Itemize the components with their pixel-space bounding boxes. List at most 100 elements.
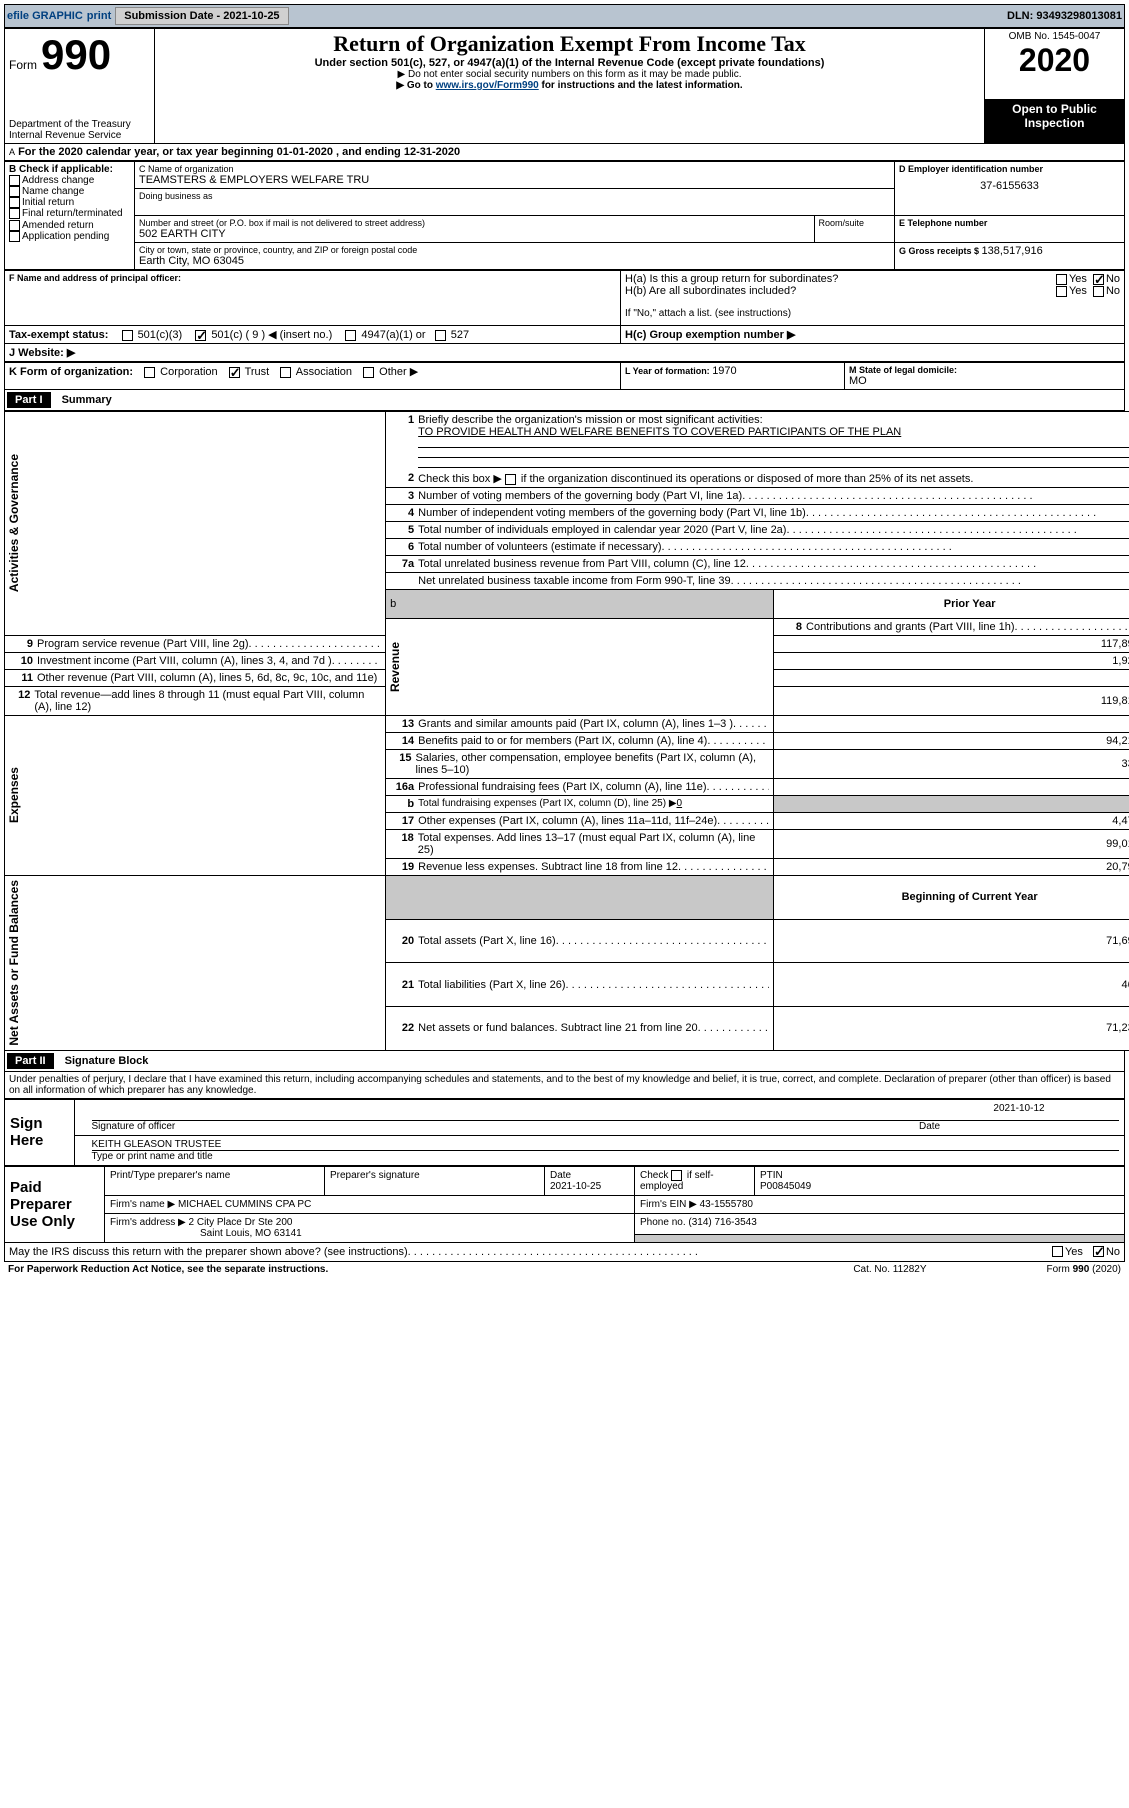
hb-no[interactable]: No [1093,285,1120,297]
topbar: efile GRAPHIC print Submission Date - 20… [4,4,1125,28]
exp13: Grants and similar amounts paid (Part IX… [418,718,733,730]
prep-sig-label: Preparer's signature [330,1170,539,1181]
website-label: J Website: ▶ [9,347,75,359]
year-formation-label: L Year of formation: [625,366,712,376]
col-begin: Beginning of Current Year [774,876,1129,920]
part1-title: Summary [54,394,112,406]
dln: DLN: 93493298013081 [1007,10,1122,22]
rev12p: 119,816,869 [774,687,1129,716]
paperwork-notice: For Paperwork Reduction Act Notice, see … [8,1264,328,1275]
check-trust[interactable]: Trust [229,366,270,378]
rev9p: 117,896,185 [774,636,1129,653]
net21: Total liabilities (Part X, line 26) [418,979,565,991]
discuss-no[interactable]: No [1093,1246,1120,1258]
prep-date: 2021-10-25 [550,1181,629,1192]
side-netassets: Net Assets or Fund Balances [5,876,23,1050]
ein-value: 37-6155633 [899,174,1120,198]
year-formation-value: 1970 [712,365,736,377]
identity-grid: B Check if applicable: Address change Na… [4,161,1125,270]
line7a: Total unrelated business revenue from Pa… [418,558,746,570]
efile-link[interactable]: efile GRAPHIC [7,10,83,22]
officer-name: KEITH GLEASON TRUSTEE [92,1139,1120,1151]
org-name: TEAMSTERS & EMPLOYERS WELFARE TRU [139,174,890,186]
city-label: City or town, state or province, country… [139,245,890,255]
col-b: b [386,590,774,619]
check-address-change[interactable]: Address change [9,175,130,186]
dept-treasury: Department of the Treasury Internal Reve… [9,119,150,141]
form-org-label: K Form of organization: [9,366,133,378]
discuss-text: May the IRS discuss this return with the… [9,1246,408,1258]
form-title: Return of Organization Exempt From Incom… [159,31,980,57]
rev12: Total revenue—add lines 8 through 11 (mu… [34,689,381,713]
check-527[interactable]: 527 [435,329,469,341]
check-other[interactable]: Other ▶ [363,366,418,378]
submission-date-button[interactable]: Submission Date - 2021-10-25 [115,7,288,25]
check-amended[interactable]: Amended return [9,220,130,231]
addr-value: 502 EARTH CITY [139,228,810,240]
part2-header-row: Part II Signature Block [4,1051,1125,1072]
hb-yes[interactable]: Yes [1056,285,1087,297]
principal-officer-label: F Name and address of principal officer: [9,273,616,283]
omb-number: OMB No. 1545-0047 [989,31,1120,42]
phone-label: E Telephone number [899,218,1120,228]
exp15p: 331,695 [774,750,1129,779]
firm-ein-label: Firm's EIN ▶ [640,1199,700,1210]
exp16bp [774,796,1129,813]
check-501c3[interactable]: 501(c)(3) [122,329,183,341]
line7b: Net unrelated business taxable income fr… [418,575,730,587]
hb-label: H(b) Are all subordinates included? [625,285,1056,297]
ha-no[interactable]: No [1093,273,1120,285]
ha-yes[interactable]: Yes [1056,273,1087,285]
sig-officer-label: Signature of officer [92,1121,920,1132]
check-self-employed[interactable]: Check if self-employed [640,1170,714,1192]
footer: For Paperwork Reduction Act Notice, see … [4,1262,1125,1277]
part2-header: Part II [7,1053,54,1069]
hc-label: H(c) Group exemption number ▶ [625,329,795,341]
line4: Number of independent voting members of … [418,507,806,519]
col-prior: Prior Year [774,590,1129,619]
check-4947[interactable]: 4947(a)(1) or [345,329,425,341]
box-b-label: B Check if applicable: [9,164,130,175]
print-link[interactable]: print [87,10,111,22]
exp16b: Total fundraising expenses (Part IX, col… [418,798,682,810]
firm-phone-label: Phone no. [640,1217,688,1228]
rev10: Investment income (Part VIII, column (A)… [37,655,332,667]
check-assoc[interactable]: Association [280,366,352,378]
irs-link[interactable]: www.irs.gov/Form990 [436,80,539,91]
line6: Total number of volunteers (estimate if … [418,541,661,553]
hb-note: If "No," attach a list. (see instruction… [625,308,1120,319]
open-public-badge: Open to Public Inspection [985,99,1125,143]
cat-no: Cat. No. 11282Y [853,1264,926,1275]
exp19p: 20,797,523 [774,859,1129,876]
form-header: Form 990 Department of the Treasury Inte… [4,28,1125,144]
part1-header: Part I [7,392,51,408]
rev10p: 1,920,684 [774,653,1129,670]
exp14p: 94,210,047 [774,733,1129,750]
check-501c[interactable]: 501(c) ( 9 ) ◀ (insert no.) [195,329,332,341]
check-corp[interactable]: Corporation [144,366,218,378]
domicile-value: MO [849,375,1120,387]
check-name-change[interactable]: Name change [9,186,130,197]
form-note1: ▶ Do not enter social security numbers o… [159,69,980,80]
check-application-pending[interactable]: Application pending [9,231,130,242]
discuss-yes[interactable]: Yes [1052,1246,1083,1258]
part2-title: Signature Block [57,1055,149,1067]
paid-preparer-label: Paid Preparer Use Only [10,1179,99,1230]
sig-date-label: Date [919,1121,1119,1132]
exp18: Total expenses. Add lines 13–17 (must eq… [418,832,769,856]
net20p: 71,698,871 [774,919,1129,963]
line2-checkbox[interactable] [505,474,516,485]
preparer-table: Paid Preparer Use Only Print/Type prepar… [4,1166,1125,1243]
officer-type-label: Type or print name and title [92,1151,1120,1162]
sig-date-value: 2021-10-12 [919,1103,1119,1120]
side-expenses: Expenses [5,763,23,827]
firm-addr2: Saint Louis, MO 63141 [110,1228,629,1239]
check-final-return[interactable]: Final return/terminated [9,208,130,219]
gross-receipts-value: 138,517,916 [982,245,1043,257]
check-initial-return[interactable]: Initial return [9,197,130,208]
tax-year: 2020 [989,42,1120,79]
exp19: Revenue less expenses. Subtract line 18 … [418,861,678,873]
part1-table: Activities & Governance 1 Briefly descri… [4,411,1129,1051]
line3: Number of voting members of the governin… [418,490,742,502]
exp18p: 99,019,346 [774,830,1129,859]
